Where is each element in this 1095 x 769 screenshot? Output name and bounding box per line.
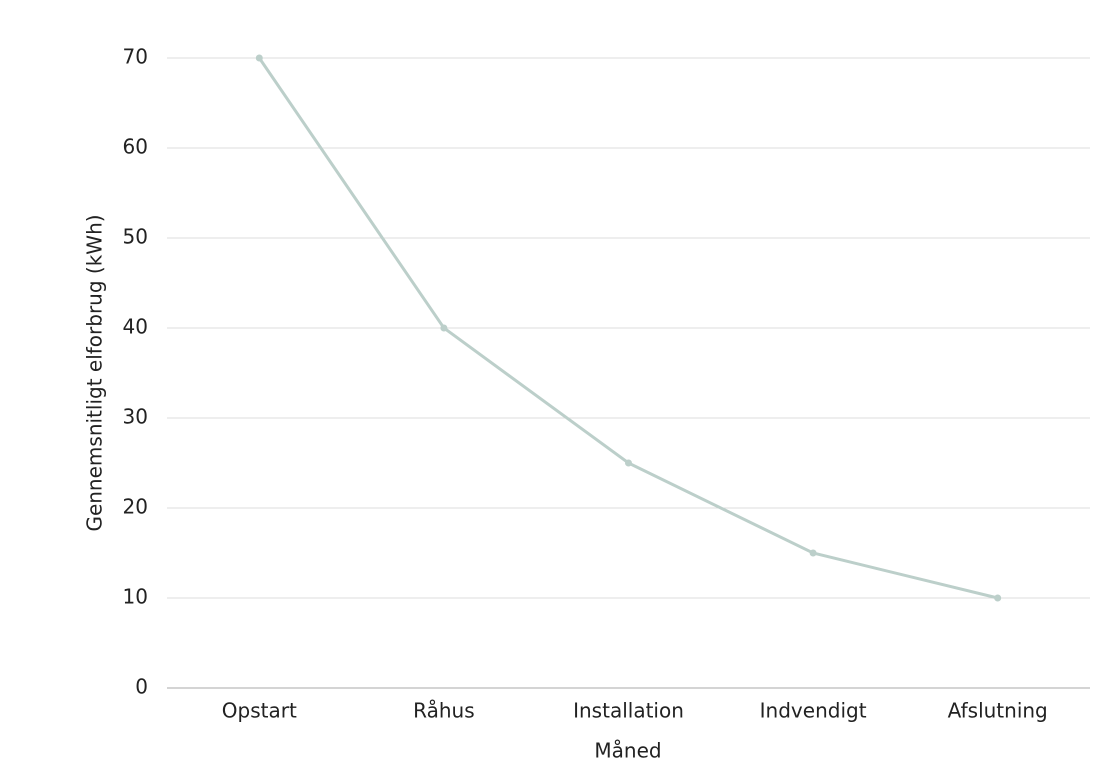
x-tick-label: Opstart (222, 699, 297, 723)
point (255, 54, 263, 62)
y-tick-label: 40 (123, 315, 148, 339)
point (440, 324, 448, 332)
y-tick-label: 0 (135, 675, 148, 699)
point (625, 459, 632, 467)
y-tick-label: 70 (123, 45, 148, 69)
x-tick-label: Afslutning (948, 699, 1048, 723)
y-tick-label: 30 (123, 405, 148, 429)
point (809, 549, 817, 557)
x-tick-label: Indvendigt (760, 699, 867, 723)
y-axis-label: Gennemsnitligt elforbrug (kWh) (83, 214, 107, 531)
y-tick-label: 10 (123, 585, 148, 609)
x-tick-label: Råhus (413, 699, 474, 723)
y-tick-label: 50 (123, 225, 148, 249)
x-axis-label: Måned (594, 739, 661, 763)
y-tick-label: 20 (123, 495, 148, 519)
y-tick-label: 60 (123, 135, 148, 159)
point (994, 594, 1002, 602)
x-tick-label: Installation (573, 699, 684, 723)
